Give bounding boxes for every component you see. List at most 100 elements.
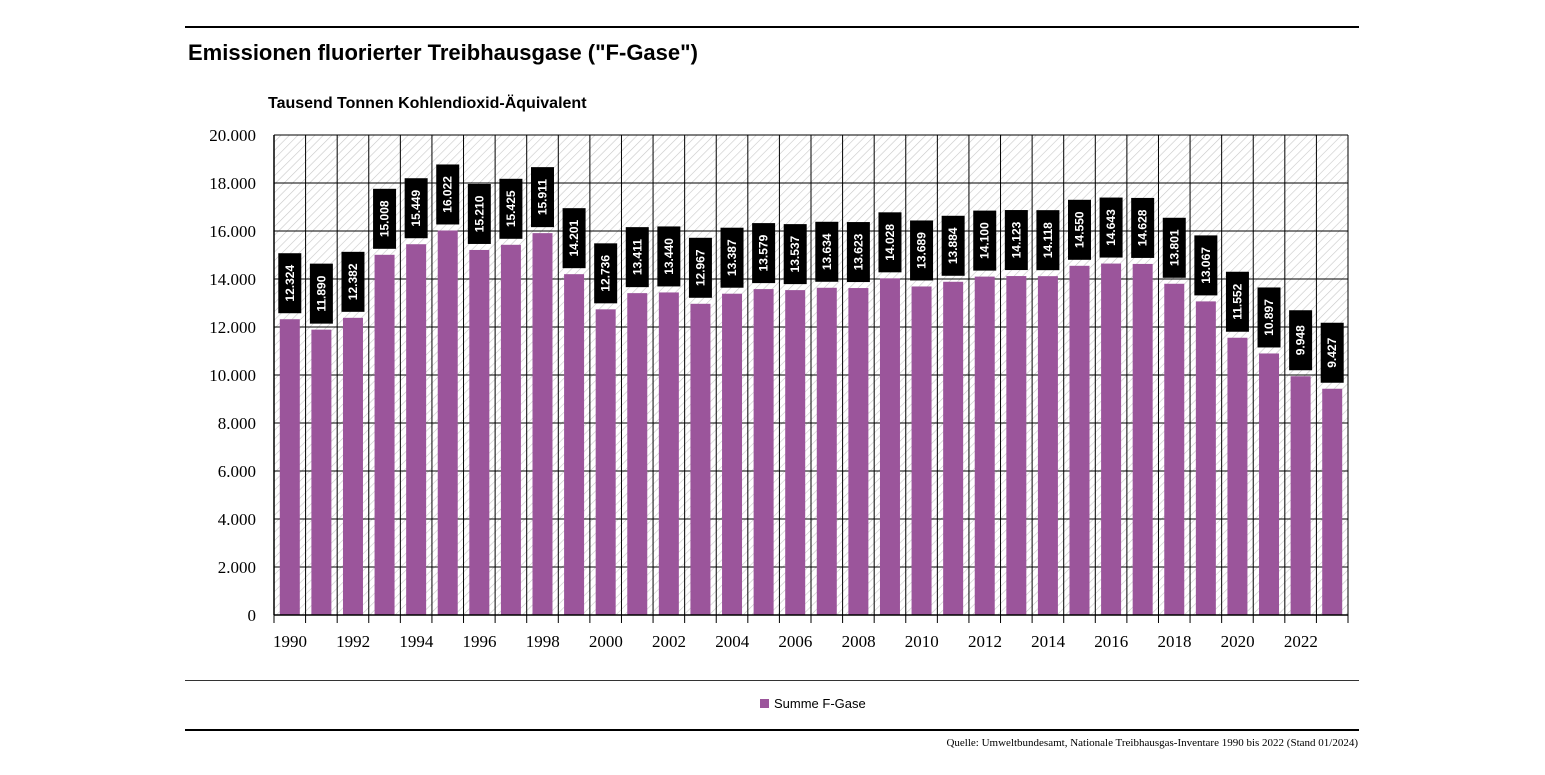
source-note: Quelle: Umweltbundesamt, Nationale Treib… [946,737,1358,749]
data-label: 13.884 [946,227,960,264]
data-label-box [404,178,428,239]
data-label-box [341,251,365,312]
bar [1006,276,1027,615]
y-tick-label: 6.000 [218,462,256,481]
bar [911,286,932,615]
data-label-box [499,178,523,239]
y-tick-label: 20.000 [209,126,256,145]
bar [943,281,964,615]
x-tick-label: 1996 [463,632,497,651]
x-tick-label: 2020 [1221,632,1255,651]
top-rule [185,26,1359,28]
data-label: 15.008 [378,200,392,237]
bar [279,319,300,615]
x-tick-label: 1998 [526,632,560,651]
data-label-box [878,212,902,273]
data-label: 15.425 [504,190,518,227]
bar [564,274,585,615]
data-label-box [1004,210,1028,271]
bar [816,287,837,615]
bar [1037,276,1058,615]
y-tick-label: 14.000 [209,270,256,289]
data-label: 14.118 [1041,222,1055,258]
data-label-box [688,237,712,298]
x-tick-label: 2004 [715,632,750,651]
bar [690,303,711,615]
bar [722,293,743,615]
data-label: 13.067 [1199,247,1213,284]
chart-title: Emissionen fluorierter Treibhausgase ("F… [188,40,698,65]
bar [532,233,553,616]
bar [1322,388,1343,615]
data-label: 13.579 [757,234,771,271]
data-label-box [1257,287,1281,348]
x-tick-label: 2018 [1157,632,1191,651]
data-label-box [815,221,839,282]
legend-label: Summe F-Gase [774,696,866,711]
data-label: 13.387 [725,239,739,276]
x-tick-label: 2016 [1094,632,1128,651]
data-label: 11.552 [1230,283,1244,319]
data-label: 14.028 [883,224,897,261]
bottom-rule [185,729,1359,731]
x-tick-label: 1992 [336,632,370,651]
x-tick-label: 1990 [273,632,307,651]
data-label: 13.689 [915,232,929,269]
bar [627,293,648,615]
x-tick-label: 2012 [968,632,1002,651]
bar [342,317,363,615]
bar [374,254,395,616]
data-label: 9.427 [1325,337,1339,367]
x-tick-label: 1994 [399,632,434,651]
data-label: 13.537 [788,235,802,272]
bar [879,278,900,615]
data-label: 14.643 [1104,209,1118,246]
data-label: 13.801 [1167,229,1181,266]
data-label: 12.382 [346,263,360,300]
data-label: 10.897 [1262,299,1276,336]
data-label-box [1099,197,1123,258]
legend-swatch [760,699,769,708]
data-label: 14.100 [978,222,992,259]
data-label-box [973,210,997,271]
bar [1101,263,1122,615]
bar [437,230,458,616]
data-label-box [752,223,776,284]
y-tick-label: 16.000 [209,222,256,241]
data-label: 14.628 [1136,209,1150,246]
x-tick-label: 2002 [652,632,686,651]
y-tick-label: 4.000 [218,510,256,529]
y-axis-label: Tausend Tonnen Kohlendioxid-Äquivalent [268,95,587,112]
data-label-box [1068,199,1091,260]
data-label-box [373,188,397,249]
bar [1164,283,1185,615]
data-label-box [562,208,586,269]
data-label-box [1320,322,1344,383]
y-tick-label: 12.000 [209,318,256,337]
bar [1069,265,1090,615]
bar [658,292,679,615]
bar [500,244,521,616]
y-tick-label: 0 [248,606,257,625]
data-label: 15.911 [536,179,550,215]
bar [469,249,490,615]
data-label: 13.634 [820,233,834,270]
data-label-box [278,253,302,314]
bar [848,288,869,615]
data-label-box [1194,235,1218,296]
data-label: 12.324 [283,265,297,302]
data-label: 13.623 [851,233,865,270]
data-label-box [467,183,491,244]
data-label-box [1131,197,1155,258]
y-tick-label: 2.000 [218,558,256,577]
data-label-box [309,263,333,324]
data-label: 13.440 [662,238,676,275]
data-label: 12.736 [599,255,613,292]
y-tick-label: 10.000 [209,366,256,385]
x-tick-label: 2022 [1284,632,1318,651]
y-tick-label: 8.000 [218,414,256,433]
x-tick-label: 2008 [842,632,876,651]
data-label-box [1225,271,1249,332]
data-label-box [846,222,870,283]
bar [1227,337,1248,615]
